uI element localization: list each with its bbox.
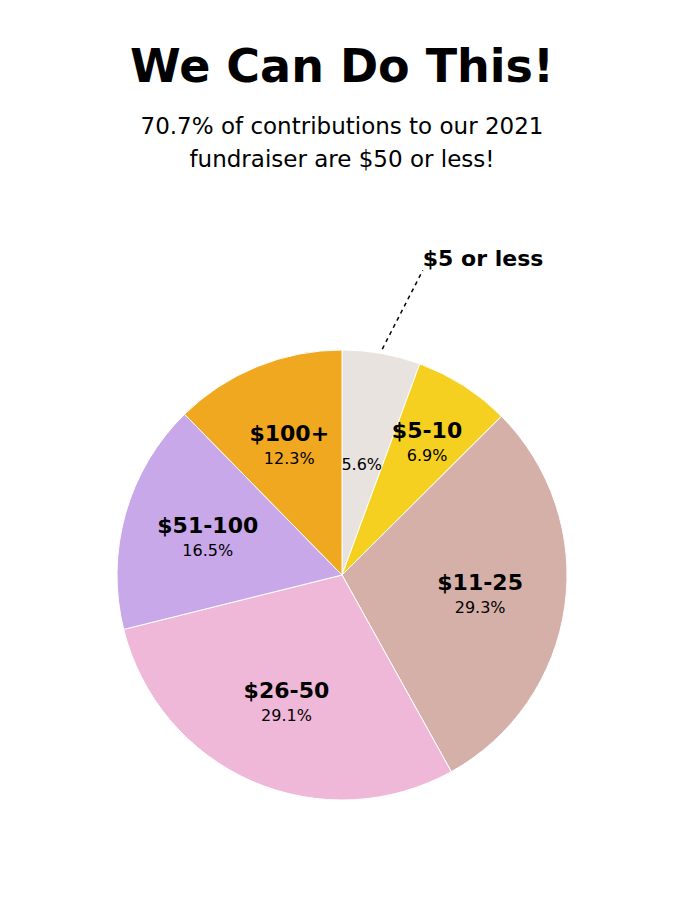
chart: We Can Do This! 70.7% of contributions to… (0, 0, 684, 900)
category-label: $100+ (249, 421, 329, 446)
chart-container: We Can Do This! 70.7% of contributions to… (0, 0, 684, 900)
category-label: $26-50 (244, 678, 330, 703)
value-label: 29.3% (455, 598, 506, 617)
slices (117, 350, 567, 800)
value-label: 6.9% (407, 446, 448, 465)
value-label: 16.5% (182, 541, 233, 560)
category-label: $51-100 (157, 513, 258, 538)
value-label: 12.3% (264, 449, 315, 468)
category-label: $5-10 (392, 418, 462, 443)
value-label: 5.6% (341, 455, 382, 474)
subtitle: 70.7% of contributions to our 2021 fundra… (141, 113, 544, 172)
category-label: $5 or less (423, 246, 544, 271)
subtitle-line: fundraiser are $50 or less! (190, 146, 495, 172)
value-label: 29.1% (261, 706, 312, 725)
background (0, 0, 684, 900)
labels: 5.6% $5 or less $5-10 6.9% $11-25 29.3% $26-50… (157, 246, 543, 725)
subtitle-line: 70.7% of contributions to our 2021 (141, 113, 544, 139)
category-label: $11-25 (437, 570, 523, 595)
leader-line (382, 270, 423, 349)
title: We Can Do This! (130, 39, 554, 93)
